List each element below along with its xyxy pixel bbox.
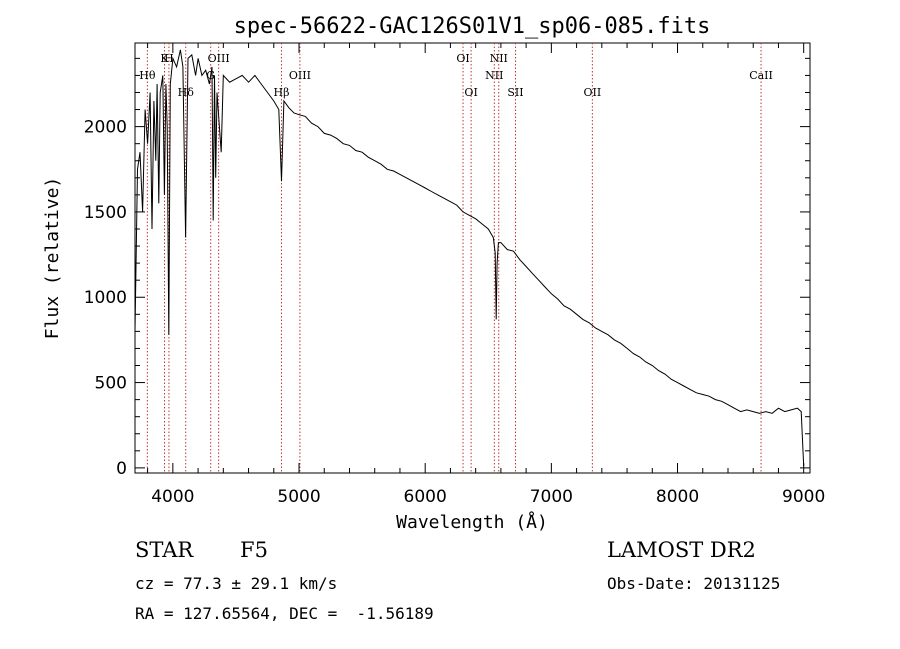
y-axis: 0 500 1000 1500 2000	[84, 57, 810, 479]
x-tick-label: 5000	[277, 487, 320, 507]
spectral-line-label: CaII	[749, 69, 773, 82]
survey-name: LAMOST DR2	[607, 538, 756, 562]
x-tick-label: 6000	[404, 487, 447, 507]
x-tick-label: 8000	[656, 487, 699, 507]
plot-frame	[134, 42, 811, 474]
object-subclass: F5	[240, 538, 268, 562]
x-tick-label: 7000	[530, 487, 573, 507]
y-tick-label: 500	[95, 374, 127, 394]
spectral-line-label: OIII	[208, 52, 230, 65]
x-axis-label: Wavelength (Å)	[396, 511, 548, 533]
spectral-line-label: NII	[485, 69, 503, 82]
y-tick-label: 2000	[84, 118, 127, 138]
spectrum-line	[134, 49, 805, 467]
chart-title: spec-56622-GAC126S01V1_sp06-085.fits	[234, 14, 711, 39]
spectral-line-label: OIII	[289, 69, 311, 82]
spectral-line-label: Hβ	[274, 86, 290, 99]
y-axis-label: Flux (relative)	[42, 177, 63, 340]
spectral-line-label: Hθ	[139, 69, 156, 82]
y-tick-label: 0	[116, 459, 127, 479]
x-tick-label: 4000	[151, 487, 194, 507]
spectral-line-label: H	[164, 52, 174, 65]
plot-area	[134, 42, 811, 474]
y-tick-label: 1000	[84, 288, 127, 308]
coordinates: RA = 127.65564, DEC = -1.56189	[135, 604, 434, 623]
redshift-velocity: cz = 77.3 ± 29.1 km/s	[135, 574, 338, 593]
spectral-line-label: SII	[507, 86, 523, 99]
spectral-line-label: OI	[464, 86, 477, 99]
object-class: STAR	[135, 538, 194, 562]
spectral-line-label: NII	[490, 52, 508, 65]
spectral-line-label: OII	[584, 86, 602, 99]
x-axis: 4000 5000 6000 7000 8000 9000	[147, 43, 825, 507]
observation-date: Obs-Date: 20131125	[607, 574, 781, 593]
x-tick-label: 9000	[782, 487, 825, 507]
spectral-line-label: K	[160, 52, 169, 65]
spectral-line-label: OI	[456, 52, 469, 65]
spectral-line-label: Hδ	[178, 86, 195, 99]
y-tick-label: 1500	[84, 203, 127, 223]
